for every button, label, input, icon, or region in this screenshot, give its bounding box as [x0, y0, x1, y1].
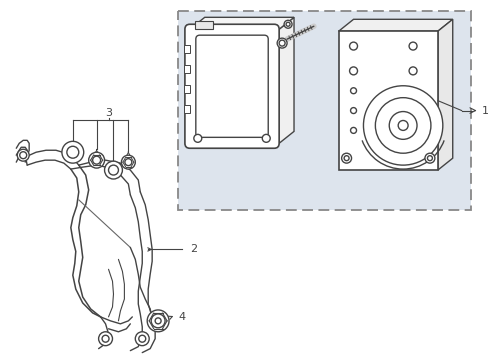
Circle shape	[425, 153, 435, 163]
Circle shape	[277, 38, 287, 48]
Circle shape	[286, 22, 290, 26]
Circle shape	[349, 67, 358, 75]
Circle shape	[17, 149, 29, 161]
Circle shape	[108, 165, 119, 175]
Circle shape	[279, 40, 285, 46]
Text: 4: 4	[178, 312, 185, 322]
Circle shape	[349, 42, 358, 50]
Polygon shape	[279, 17, 294, 143]
Circle shape	[350, 88, 357, 94]
Polygon shape	[438, 19, 453, 170]
Circle shape	[155, 318, 161, 324]
Circle shape	[104, 161, 122, 179]
Polygon shape	[190, 17, 294, 29]
Bar	[195, 21, 213, 29]
Circle shape	[350, 108, 357, 113]
Circle shape	[67, 146, 79, 158]
Circle shape	[102, 335, 109, 342]
Circle shape	[342, 153, 351, 163]
Circle shape	[409, 67, 417, 75]
Circle shape	[98, 332, 113, 346]
Circle shape	[194, 134, 202, 142]
Bar	[184, 65, 190, 73]
Circle shape	[350, 127, 357, 133]
Circle shape	[122, 155, 135, 169]
Circle shape	[62, 141, 84, 163]
Bar	[184, 85, 190, 93]
Circle shape	[427, 156, 432, 161]
Text: 3: 3	[105, 108, 112, 118]
Circle shape	[89, 152, 104, 168]
FancyBboxPatch shape	[185, 24, 279, 148]
Circle shape	[284, 20, 292, 28]
Circle shape	[147, 310, 169, 332]
Circle shape	[262, 134, 270, 142]
Circle shape	[93, 156, 100, 164]
Circle shape	[389, 112, 417, 139]
Circle shape	[344, 156, 349, 161]
Bar	[184, 105, 190, 113]
Text: 1: 1	[482, 105, 489, 116]
Circle shape	[409, 42, 417, 50]
Circle shape	[398, 121, 408, 130]
Circle shape	[139, 335, 146, 342]
Text: 2: 2	[190, 244, 197, 255]
Bar	[178, 12, 470, 210]
FancyBboxPatch shape	[196, 35, 268, 138]
Circle shape	[135, 332, 149, 346]
Circle shape	[125, 159, 132, 166]
Bar	[339, 31, 438, 170]
Circle shape	[20, 152, 26, 159]
Polygon shape	[339, 19, 453, 31]
Circle shape	[151, 314, 165, 328]
Circle shape	[364, 86, 443, 165]
Circle shape	[375, 98, 431, 153]
Bar	[184, 45, 190, 53]
